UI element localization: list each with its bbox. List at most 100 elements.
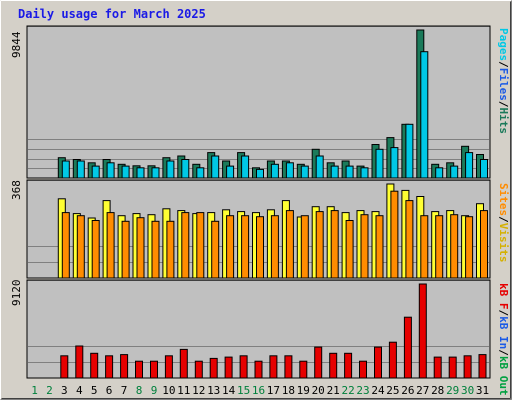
- bar-files-day-21: [330, 165, 339, 179]
- bar-files-day-11: [181, 159, 190, 179]
- day-label-24: 24: [371, 384, 385, 397]
- bar-kb-f-day-20: [314, 346, 323, 379]
- bar-sites-day-30: [465, 216, 474, 279]
- bar-files-day-14: [226, 165, 235, 179]
- bottom-legend: kB F/kB In/kB Out: [497, 283, 510, 396]
- bar-sites-day-8: [136, 217, 145, 279]
- day-label-9: 9: [151, 384, 158, 397]
- bar-kb-f-day-3: [60, 355, 69, 379]
- bar-files-day-4: [76, 160, 85, 179]
- bar-kb-f-day-9: [150, 360, 158, 379]
- bar-kb-f-day-11: [179, 348, 188, 379]
- bar-sites-day-23: [360, 214, 369, 279]
- middle-legend: Sites/Visits: [497, 183, 510, 263]
- legend-separator: /: [497, 100, 510, 108]
- day-label-23: 23: [356, 384, 369, 397]
- legend-kb-in: kB In: [497, 316, 510, 350]
- bar-kb-f-day-29: [448, 356, 457, 379]
- bar-kb-f-day-27: [418, 283, 427, 379]
- day-label-19: 19: [297, 384, 310, 397]
- legend-separator: /: [497, 349, 510, 356]
- bar-sites-day-31: [480, 210, 488, 279]
- bar-kb-f-day-4: [75, 345, 84, 379]
- bar-sites-day-12: [196, 212, 205, 279]
- bar-files-day-17: [270, 163, 279, 179]
- bar-kb-f-day-28: [433, 356, 442, 379]
- legend-kb-out: kB Out: [497, 355, 510, 396]
- day-label-16: 16: [252, 384, 265, 397]
- bar-sites-day-4: [76, 215, 85, 279]
- bar-sites-day-24: [375, 215, 384, 279]
- bar-files-day-10: [166, 160, 175, 179]
- day-label-14: 14: [222, 384, 236, 397]
- day-label-28: 28: [431, 384, 444, 397]
- bar-sites-day-10: [166, 220, 175, 279]
- bar-kb-f-day-6: [105, 355, 114, 379]
- bar-kb-f-day-19: [299, 360, 308, 379]
- hits-files-panel: [26, 25, 491, 179]
- bar-files-day-13: [211, 155, 220, 179]
- bar-files-day-27: [420, 51, 429, 179]
- bar-sites-day-28: [435, 215, 444, 279]
- bar-files-day-18: [285, 162, 294, 179]
- bar-kb-f-day-24: [374, 346, 382, 379]
- day-label-8: 8: [136, 384, 143, 397]
- day-label-11: 11: [177, 384, 190, 397]
- bar-sites-day-9: [151, 220, 160, 279]
- day-label-17: 17: [267, 384, 280, 397]
- legend-separator: /: [497, 61, 510, 68]
- visits-sites-panel: [26, 179, 491, 279]
- day-label-29: 29: [446, 384, 459, 397]
- bar-files-day-19: [300, 165, 309, 179]
- day-label-22: 22: [341, 384, 354, 397]
- bar-kb-f-day-30: [463, 355, 472, 379]
- bar-sites-day-15: [241, 215, 250, 279]
- bar-kb-f-day-7: [120, 354, 129, 379]
- day-label-2: 2: [46, 384, 53, 397]
- legend-hits: Hits: [497, 107, 510, 135]
- bar-kb-f-day-10: [164, 355, 173, 379]
- bar-kb-f-day-22: [344, 352, 353, 379]
- day-label-20: 20: [312, 384, 325, 397]
- bar-sites-day-17: [270, 215, 279, 279]
- kbytes-panel: [26, 279, 491, 379]
- bar-files-day-26: [405, 123, 414, 179]
- bar-sites-day-26: [405, 200, 414, 279]
- chart-title: Daily usage for March 2025: [18, 7, 206, 21]
- bar-files-day-9: [151, 167, 160, 179]
- day-label-4: 4: [76, 384, 83, 397]
- day-label-27: 27: [416, 384, 429, 397]
- bar-files-day-16: [256, 168, 264, 179]
- bar-kb-f-day-23: [359, 360, 367, 379]
- bar-sites-day-20: [315, 211, 324, 279]
- bar-kb-f-day-8: [135, 360, 143, 379]
- day-label-21: 21: [327, 384, 340, 397]
- bar-sites-day-25: [390, 190, 399, 279]
- legend-kb-f: kB F: [497, 283, 510, 310]
- bar-files-day-25: [390, 147, 399, 179]
- bar-sites-day-5: [91, 220, 100, 279]
- bar-kb-f-day-14: [224, 356, 233, 379]
- top-legend: Pages/Files/Hits: [497, 28, 510, 134]
- day-label-6: 6: [106, 384, 113, 397]
- day-label-13: 13: [207, 384, 220, 397]
- bar-files-day-22: [345, 165, 354, 179]
- day-label-25: 25: [386, 384, 399, 397]
- day-label-5: 5: [91, 384, 98, 397]
- legend-visits: Visits: [497, 222, 510, 263]
- bar-sites-day-27: [420, 215, 429, 279]
- bar-files-day-20: [315, 155, 324, 179]
- bar-files-day-3: [61, 160, 70, 179]
- bar-kb-f-day-18: [284, 355, 293, 379]
- bar-files-day-6: [106, 162, 115, 179]
- bar-sites-day-21: [330, 210, 339, 279]
- legend-pages: Pages: [497, 28, 510, 62]
- bar-sites-day-18: [285, 210, 294, 279]
- bar-files-day-5: [91, 165, 100, 179]
- bar-kb-f-day-5: [90, 352, 99, 379]
- day-label-12: 12: [192, 384, 205, 397]
- bar-kb-f-day-17: [269, 355, 278, 379]
- day-labels: 1 2 3 4 5 6 7 8 9 10 11 12 13 14 15 16 17 18 19 20 21 22 23 24 2…: [31, 384, 489, 397]
- bar-sites-day-29: [450, 214, 459, 279]
- bar-kb-f-day-31: [478, 354, 487, 379]
